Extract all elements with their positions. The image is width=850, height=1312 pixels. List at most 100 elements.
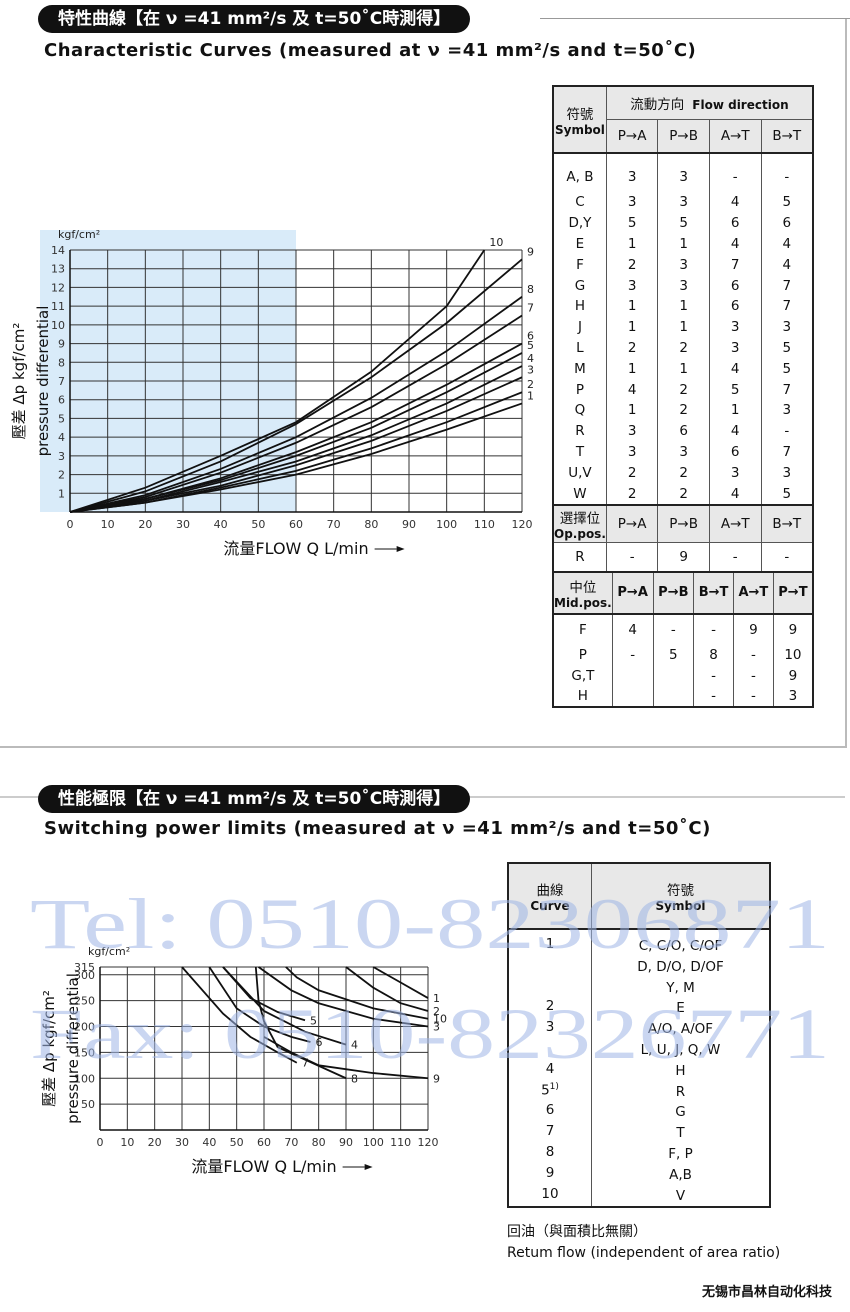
row-symbol: A, B <box>554 152 607 192</box>
cell: 3 <box>657 441 710 463</box>
row-symbol: L <box>576 339 584 356</box>
x-tick-label: 40 <box>202 1136 216 1149</box>
curve-note: 1) <box>549 1081 559 1092</box>
cell: 3 <box>605 420 658 442</box>
cell: 6 <box>708 212 762 234</box>
op-header: 選擇位 Op.pos. <box>554 503 607 543</box>
cell: 2 <box>605 462 658 484</box>
cell: 9 <box>732 612 774 645</box>
cell: 4 <box>708 483 762 505</box>
flow-header: 流動方向 Flow direction <box>605 87 812 120</box>
mid-header: 中位 Mid.pos. <box>554 572 612 614</box>
y-tick-label: 3 <box>58 450 65 463</box>
row-symbol: G <box>574 277 586 294</box>
curve <box>69 365 523 513</box>
y-tick-label: 6 <box>58 394 65 407</box>
table-row: 10 V <box>509 1185 769 1207</box>
symbol: D, D/O, D/OF <box>637 958 724 975</box>
header-text: Op.pos. <box>554 526 606 541</box>
table-row: 8 F, P <box>509 1143 769 1165</box>
cell <box>652 685 694 707</box>
curve-label: 1 <box>433 992 440 1005</box>
x-axis-label: 流量FLOW Q L/min <box>191 1157 336 1176</box>
cell: 5 <box>760 358 812 380</box>
y-axis-label: pressure differential <box>64 973 82 1124</box>
cell: 7 <box>760 295 812 317</box>
x-axis-label: 流量FLOW Q L/min <box>223 539 368 558</box>
curve <box>345 966 429 1012</box>
y-tick-label: 12 <box>51 281 65 294</box>
symbol-header: 符號 Symbol <box>591 864 769 929</box>
curve-label: 5 <box>527 339 534 352</box>
curve-label: 4 <box>351 1039 358 1052</box>
header-text: 選擇位 <box>559 510 601 527</box>
cell: - <box>693 685 734 707</box>
y-tick-label: 315 <box>74 961 95 974</box>
cell: - <box>708 542 762 571</box>
curve <box>222 966 306 1022</box>
y-axis-label: 壓差 Δp kgf/cm² <box>40 990 58 1107</box>
cell: 5 <box>708 379 762 400</box>
curve-number: 5 <box>541 1082 550 1099</box>
curve-cell: 1 <box>509 927 592 999</box>
table-row: U,V 2 2 3 3 <box>554 462 812 484</box>
row-symbol: G,T <box>571 667 595 684</box>
section-frame <box>0 18 847 748</box>
cell: 8 <box>693 644 734 666</box>
y-tick-label: 5 <box>58 412 65 425</box>
curve-label: 10 <box>433 1013 447 1026</box>
x-tick-label: 20 <box>138 518 152 531</box>
cell: 1 <box>605 316 658 338</box>
y-tick-label: 1 <box>58 487 65 500</box>
curve <box>69 296 523 513</box>
header-text: 符號 <box>566 106 594 123</box>
curve-number: 2 <box>545 998 555 1015</box>
x-tick-label: 30 <box>175 1136 189 1149</box>
column-header: P→T <box>772 571 812 614</box>
header-text: Mid.pos. <box>554 595 612 610</box>
header-row: 符號 Symbol 流動方向 Flow direction <box>554 87 812 137</box>
curve-label: 3 <box>527 363 534 376</box>
curve-label: 6 <box>527 330 534 343</box>
symbol-cell: A/O, A/OF L, U, J, Q, W <box>591 1019 769 1061</box>
symbol: C, C/O, C/OF <box>638 938 723 954</box>
table-row: R-9-- <box>554 542 812 571</box>
column-header: P→A <box>605 503 658 543</box>
cell: - <box>605 542 658 571</box>
cell: 1 <box>657 316 710 338</box>
row-symbol: Q <box>574 402 586 419</box>
watermark-shade <box>40 230 296 512</box>
curve-cell: 8 <box>509 1144 592 1165</box>
column-header: P→B <box>652 571 694 614</box>
cell <box>611 685 654 707</box>
table: 曲線 Curve 符號 Symbol 1 C, C/O, C/OF D, D/O, D/OF… <box>509 864 769 1207</box>
x-tick-label: 90 <box>402 518 416 531</box>
section-heading: 性能極限【在 ν =41 mm²/s 及 t=50˚C時測得】 <box>38 785 471 813</box>
y-tick-label: 200 <box>74 1021 95 1034</box>
curve-number: 7 <box>545 1123 555 1140</box>
curve-cell: 9 <box>509 1165 592 1186</box>
header-text: Symbol <box>655 899 706 913</box>
curve <box>69 314 523 513</box>
cell: 4 <box>605 379 658 400</box>
column-header: B→T <box>693 571 734 614</box>
curve-number: 6 <box>545 1102 555 1119</box>
column-header: P→B <box>657 119 710 153</box>
cell: 2 <box>605 254 658 276</box>
cell: 3 <box>708 462 762 484</box>
row-symbol: J <box>577 319 582 336</box>
y-tick-label: 9 <box>58 338 65 351</box>
cell: 1 <box>605 358 658 380</box>
cell: - <box>760 542 812 571</box>
cell: 6 <box>657 420 710 442</box>
symbol-cell: G <box>591 1102 769 1124</box>
symbol: L, U, J, Q, W <box>640 1041 721 1058</box>
header-row: 中位 Mid.pos. P→A P→B B→T A→T P→T <box>554 571 812 614</box>
curve-number: 10 <box>541 1185 559 1202</box>
